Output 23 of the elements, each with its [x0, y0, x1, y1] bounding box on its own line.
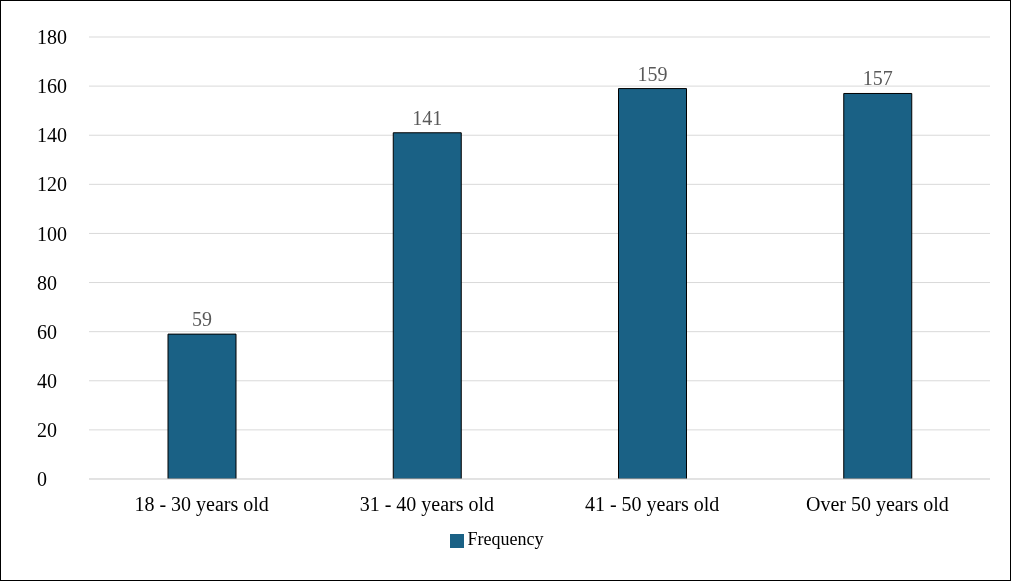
data-label: 59 [192, 308, 212, 331]
data-label: 141 [412, 106, 443, 129]
y-tick-label: 40 [37, 369, 57, 392]
y-tick-label: 180 [37, 26, 67, 49]
x-tick-label: 18 - 30 years old [134, 493, 269, 517]
x-tick-label: 31 - 40 years old [359, 493, 495, 517]
legend-label: Frequency [467, 529, 544, 549]
data-label: 159 [637, 62, 668, 85]
y-tick-label: 140 [37, 124, 67, 147]
y-tick-label: 120 [37, 173, 67, 196]
y-tick-label: 100 [37, 222, 67, 245]
bar [618, 88, 687, 479]
y-tick-label: 0 [37, 468, 47, 491]
x-tick-label: Over 50 years old [806, 493, 949, 517]
bar [167, 333, 237, 479]
y-tick-label: 20 [37, 418, 57, 441]
y-tick-label: 60 [37, 320, 57, 343]
y-tick-label: 160 [37, 75, 67, 98]
bar [392, 132, 462, 479]
data-label: 157 [862, 67, 893, 90]
bar [843, 92, 913, 479]
x-tick-label: 41 - 50 years old [584, 493, 720, 517]
y-tick-label: 80 [37, 271, 57, 294]
